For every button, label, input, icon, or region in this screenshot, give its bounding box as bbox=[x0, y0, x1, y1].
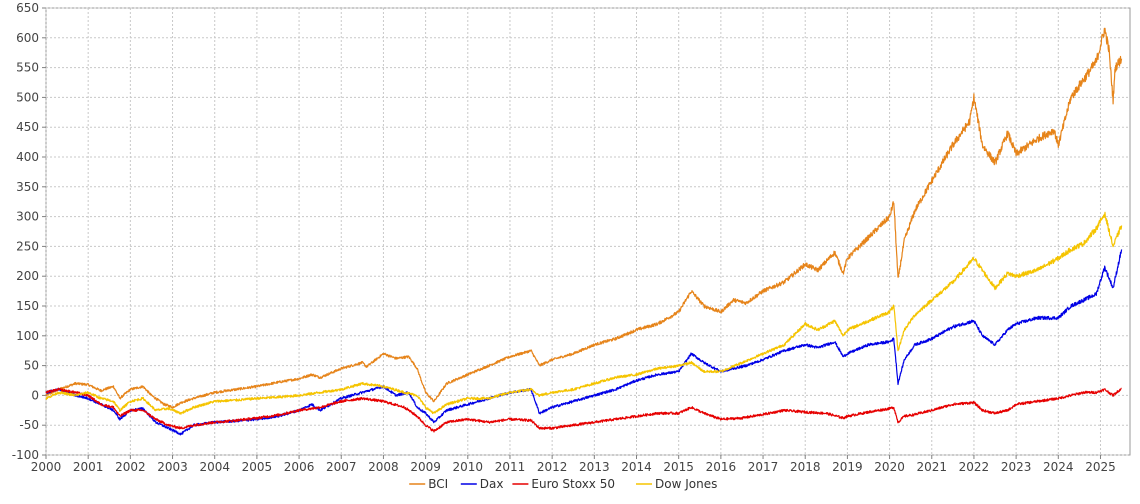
x-tick-label: 2009 bbox=[410, 460, 441, 474]
x-tick-label: 2003 bbox=[157, 460, 188, 474]
legend-item-bci: BCI bbox=[409, 477, 448, 491]
y-tick-label: 400 bbox=[16, 150, 39, 164]
y-tick-label: 650 bbox=[16, 1, 39, 15]
y-tick-label: 450 bbox=[16, 120, 39, 134]
y-tick-label: 0 bbox=[31, 388, 39, 402]
legend: BCI Dax Euro Stoxx 50 Dow Jones bbox=[409, 477, 717, 491]
series-lines bbox=[45, 27, 1123, 436]
x-tick-label: 2007 bbox=[326, 460, 357, 474]
x-tick-label: 2025 bbox=[1085, 460, 1116, 474]
x-tick-label: 2015 bbox=[663, 460, 694, 474]
x-tick-label: 2014 bbox=[621, 460, 652, 474]
x-tick-label: 2008 bbox=[368, 460, 399, 474]
x-tick-label: 2019 bbox=[832, 460, 863, 474]
plot-area bbox=[45, 7, 1131, 456]
y-tick-label: -50 bbox=[19, 418, 39, 432]
x-tick-label: 2004 bbox=[199, 460, 230, 474]
y-tick-label: -100 bbox=[12, 448, 39, 462]
x-tick-label: 2001 bbox=[73, 460, 104, 474]
y-tick-label: 300 bbox=[16, 210, 39, 224]
y-tick-label: 200 bbox=[16, 269, 39, 283]
legend-label: BCI bbox=[428, 477, 448, 491]
legend-item-euro-stoxx-50: Euro Stoxx 50 bbox=[512, 477, 615, 491]
legend-label: Euro Stoxx 50 bbox=[531, 477, 615, 491]
series-line-dow-jones bbox=[45, 211, 1123, 415]
x-tick-label: 2011 bbox=[495, 460, 526, 474]
x-tick-label: 2012 bbox=[537, 460, 568, 474]
legend-label: Dax bbox=[480, 477, 504, 491]
y-tick-label: 350 bbox=[16, 180, 39, 194]
series-line-bci bbox=[45, 27, 1123, 409]
x-tick-label: 2000 bbox=[31, 460, 62, 474]
x-tick-label: 2022 bbox=[959, 460, 990, 474]
series-line-euro-stoxx-50 bbox=[45, 387, 1122, 433]
legend-item-dax: Dax bbox=[460, 477, 504, 491]
x-tick-label: 2005 bbox=[242, 460, 273, 474]
x-tick-label: 2024 bbox=[1043, 460, 1074, 474]
x-tick-label: 2021 bbox=[916, 460, 947, 474]
x-tick-label: 2010 bbox=[453, 460, 484, 474]
x-tick-label: 2016 bbox=[706, 460, 737, 474]
legend-label: Dow Jones bbox=[655, 477, 717, 491]
y-tick-label: 250 bbox=[16, 239, 39, 253]
x-tick-label: 2020 bbox=[874, 460, 905, 474]
x-tick-label: 2023 bbox=[1001, 460, 1032, 474]
y-tick-label: 600 bbox=[16, 31, 39, 45]
y-tick-label: 500 bbox=[16, 90, 39, 104]
y-tick-label: 150 bbox=[16, 299, 39, 313]
x-tick-label: 2006 bbox=[284, 460, 315, 474]
x-tick-label: 2017 bbox=[748, 460, 779, 474]
x-tick-label: 2013 bbox=[579, 460, 610, 474]
x-tick-label: 2002 bbox=[115, 460, 146, 474]
legend-item-dow-jones: Dow Jones bbox=[636, 477, 717, 491]
axes: -100 -50 0 50 100 150 200 250 300 350 400 450 500 550… bbox=[12, 1, 1116, 474]
y-tick-label: 50 bbox=[24, 359, 39, 373]
x-tick-label: 2018 bbox=[790, 460, 821, 474]
y-tick-label: 550 bbox=[16, 61, 39, 75]
grid bbox=[45, 7, 1131, 456]
y-tick-label: 100 bbox=[16, 329, 39, 343]
